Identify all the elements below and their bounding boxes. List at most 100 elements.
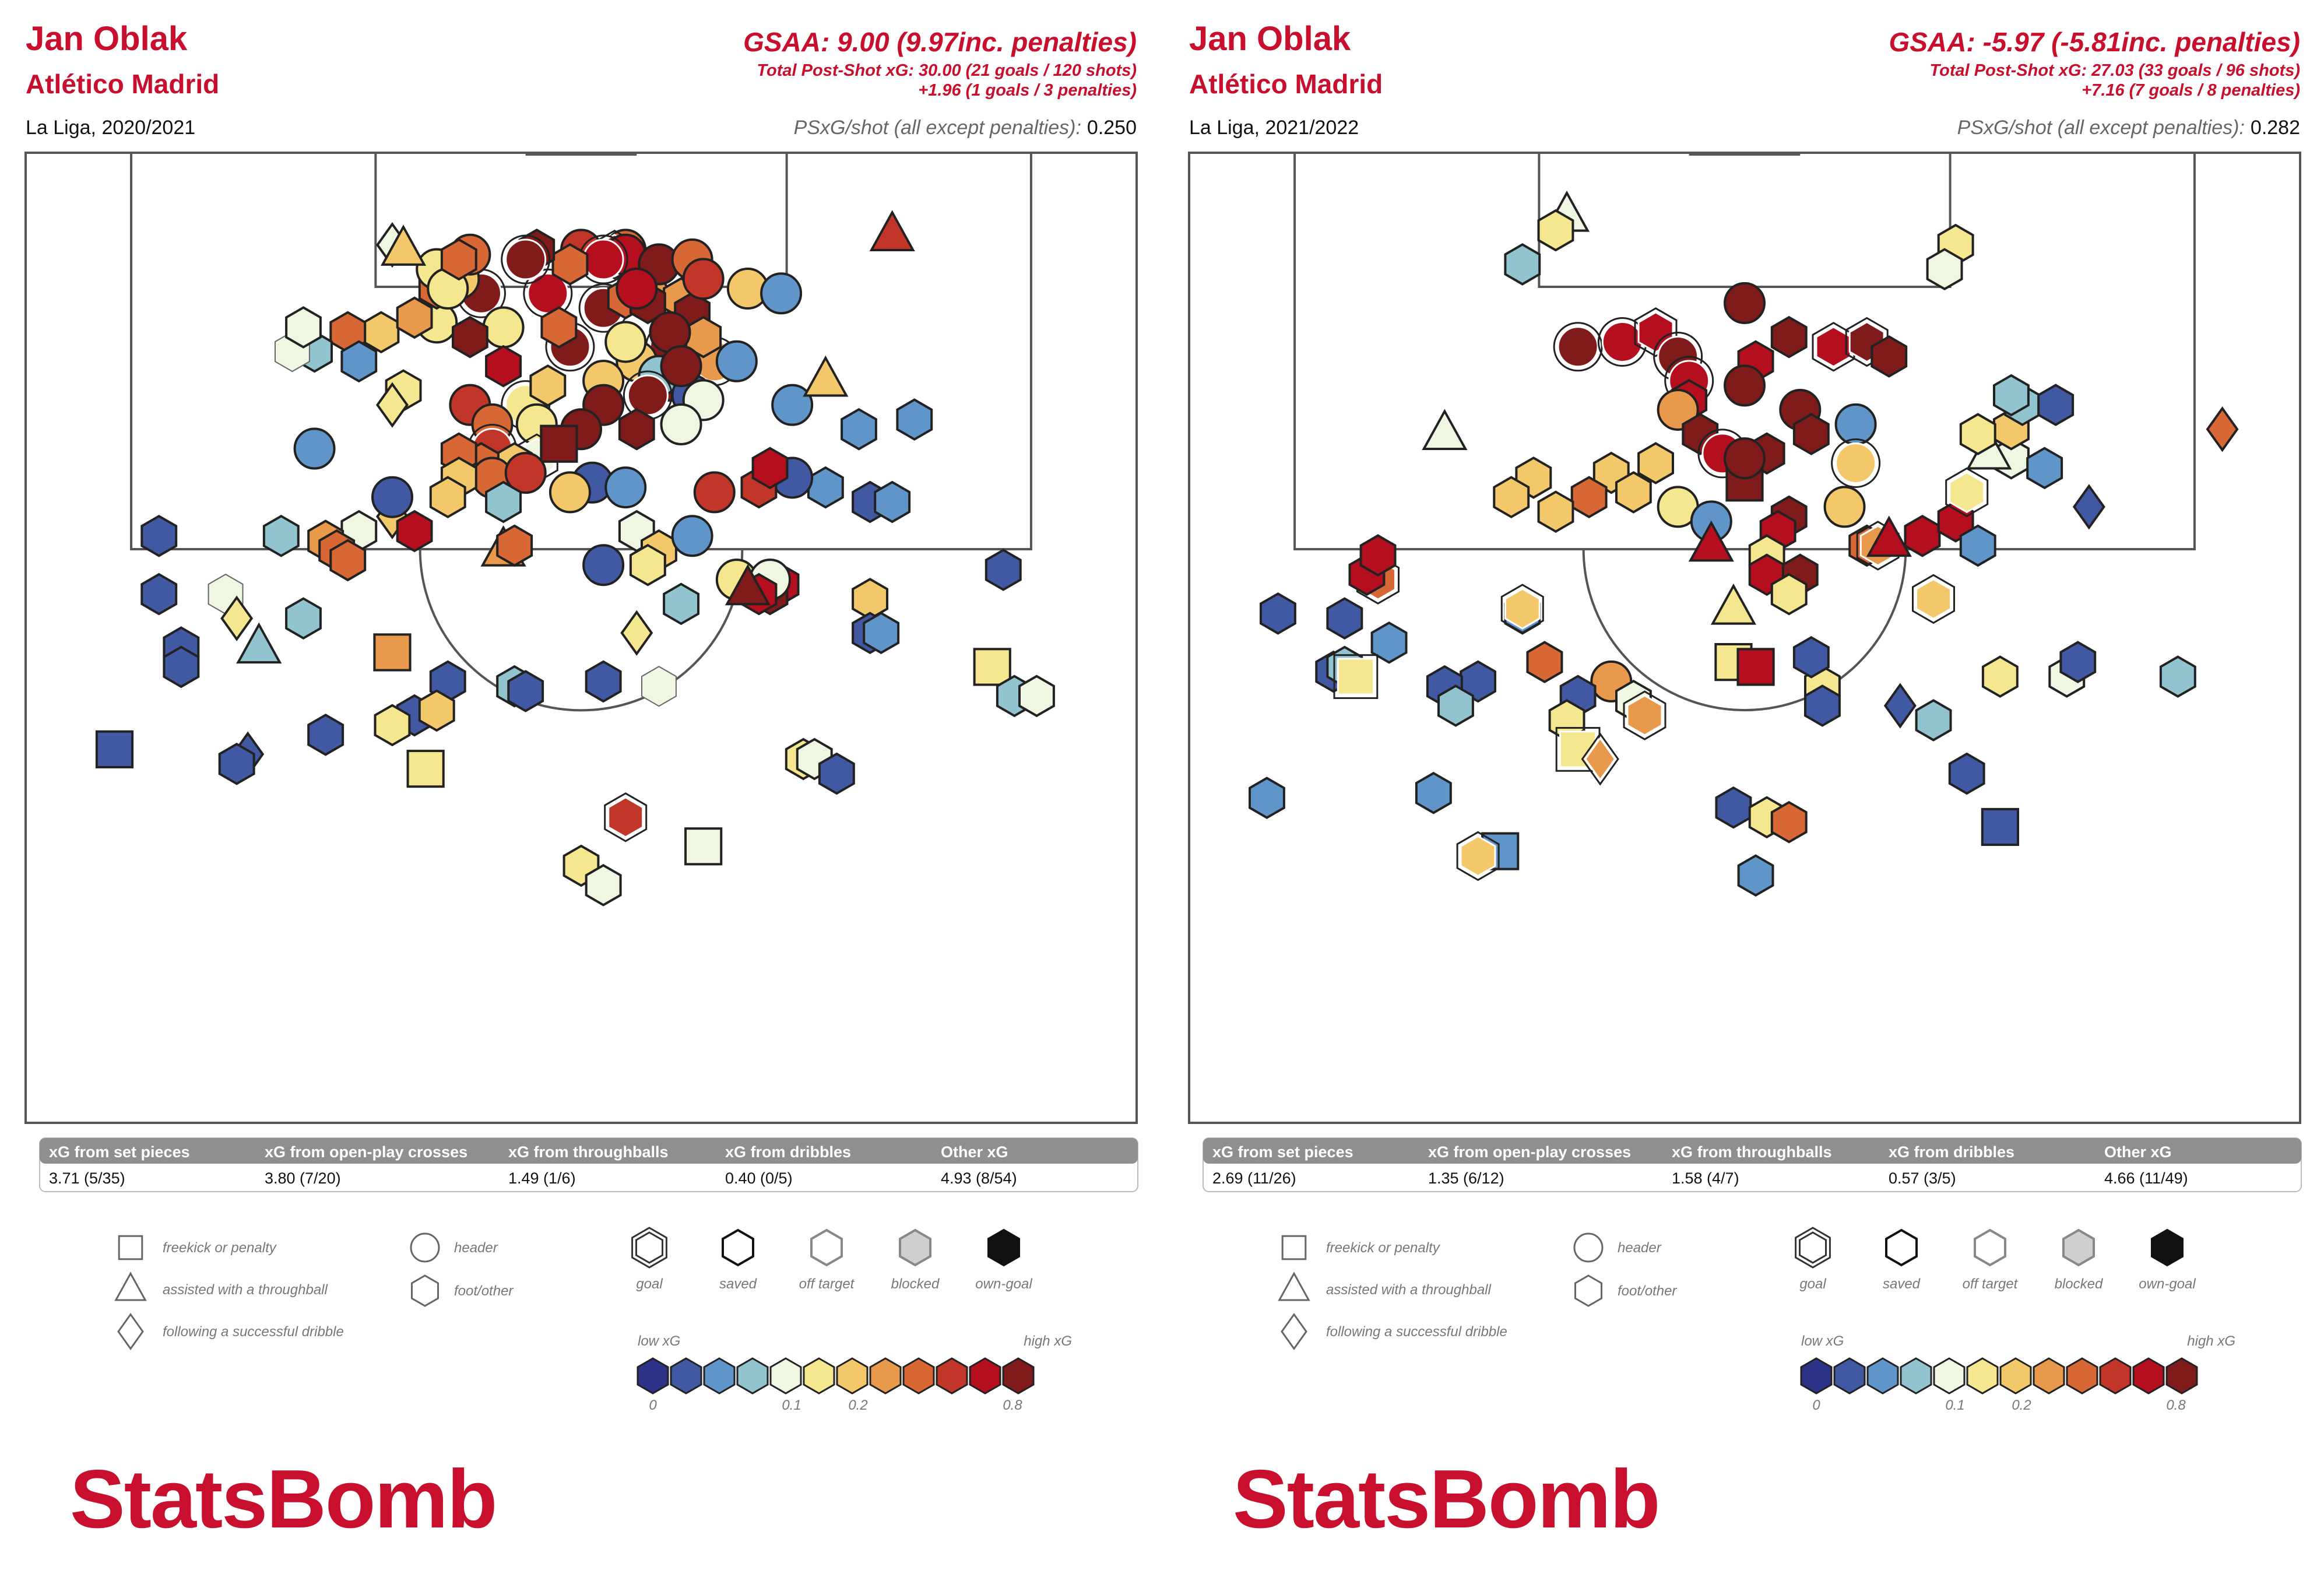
legend-goal-icon-inner: [1799, 1231, 1827, 1264]
shot-marker: [396, 510, 433, 553]
shot-shape: [1584, 736, 1616, 782]
shot-marker: [1657, 388, 1699, 431]
shot-shape: [540, 424, 578, 463]
color-scale-hexagon: [1966, 1357, 1999, 1395]
shot-shape: [363, 311, 400, 354]
legend-label-dribble: following a successful dribble: [163, 1324, 344, 1340]
legend-tick-0-2: 0.2: [848, 1397, 867, 1413]
color-scale-hexagon: [769, 1357, 802, 1395]
shot-shape: [1792, 635, 1830, 679]
shot-marker: [1249, 777, 1285, 819]
legend-saved-icon: [1885, 1228, 1918, 1267]
shot-shape: [418, 689, 455, 732]
shot-marker: [1736, 648, 1775, 686]
shot-marker: [1834, 403, 1877, 445]
shot-marker: [396, 296, 433, 339]
shot-shape: [1626, 694, 1663, 736]
table-value-cell: 1.35 (6/12): [1428, 1169, 1504, 1187]
penalty-psxg: +1.96 (1 goals / 3 penalties): [918, 81, 1137, 100]
shot-shape: [2072, 484, 2105, 530]
shot-goal-ring: [604, 792, 648, 842]
shot-shape: [582, 544, 625, 586]
shot-marker: [1981, 807, 2019, 847]
shot-shape: [869, 210, 915, 251]
psxg-per-shot: PSxG/shot (all except penalties): 0.250: [794, 117, 1137, 139]
shot-shape: [1018, 675, 1055, 718]
table-header-cell: xG from dribbles: [725, 1143, 851, 1161]
shot-shape: [396, 296, 433, 339]
shot-marker: [485, 480, 522, 524]
psxg-per-shot: PSxG/shot (all except penalties): 0.282: [1957, 117, 2300, 139]
shot-shape: [1601, 321, 1643, 363]
shot-shape: [1657, 388, 1699, 431]
shot-shape: [1981, 807, 2019, 847]
shot-marker: [660, 403, 702, 445]
shot-shape: [1688, 520, 1734, 562]
color-scale-hexagon: [2066, 1357, 2098, 1395]
table-header-cell: xG from throughballs: [1672, 1143, 1832, 1161]
shot-shape: [973, 648, 1011, 686]
shot-goal-ring: [1581, 732, 1619, 786]
shot-marker: [482, 306, 525, 349]
shot-shape: [307, 714, 344, 756]
shot-marker: [585, 863, 622, 907]
shot-shape: [340, 340, 378, 383]
gsaa-summary: GSAA: 9.00 (9.97inc. penalties): [743, 27, 1137, 57]
color-scale-hexagon: [1933, 1357, 1966, 1395]
shot-marker: [693, 471, 736, 514]
legend-label-freekick: freekick or penalty: [163, 1240, 277, 1256]
color-scale-hexagon: [703, 1357, 736, 1395]
shot-shape: [582, 238, 624, 280]
legend-label-outcome: saved: [1883, 1276, 1921, 1292]
legend-tick-0: 0: [649, 1397, 657, 1413]
psxg-per-shot-label: PSxG/shot (all except penalties):: [794, 117, 1081, 139]
shot-shape: [807, 466, 844, 509]
shot-marker: [1623, 690, 1666, 740]
shot-marker: [1926, 248, 1963, 291]
shot-goal-ring: [1623, 690, 1666, 740]
shot-shape: [684, 827, 723, 866]
legend: freekick or penalty assisted with a throu…: [1278, 1227, 2235, 1413]
legend-triangle-icon: [114, 1272, 147, 1301]
shot-marker: [2026, 447, 2063, 490]
shot-shape: [841, 408, 877, 451]
shot-shape: [604, 321, 647, 363]
shot-marker: [1981, 655, 2019, 698]
shot-shape: [140, 572, 178, 616]
shot-shape: [549, 471, 591, 514]
shot-shape: [585, 660, 622, 703]
shot-shape: [1460, 835, 1496, 877]
shot-marker: [1493, 476, 1530, 519]
shot-shape: [376, 382, 409, 428]
legend-tick-0-2: 0.2: [2012, 1397, 2031, 1413]
shot-shape: [660, 345, 702, 388]
table-header-cell: xG from open-play crosses: [1428, 1143, 1631, 1161]
shot-shape: [504, 452, 547, 494]
shot-shape: [529, 364, 567, 407]
shot-marker: [620, 610, 653, 656]
shot-marker: [380, 224, 427, 266]
shot-marker: [371, 476, 413, 518]
shot-marker: [262, 514, 300, 557]
shot-marker: [604, 321, 647, 363]
shot-shape: [551, 243, 589, 286]
shot-shape: [1504, 243, 1541, 286]
shot-goal-ring: [1456, 831, 1500, 881]
shot-shape: [1570, 476, 1608, 519]
shot-marker: [1615, 471, 1652, 514]
legend-label-outcome: goal: [1799, 1276, 1826, 1292]
shot-marker: [1915, 699, 1952, 742]
shot-goal-ring: [1553, 322, 1603, 372]
shot-shape: [285, 597, 322, 640]
legend-label-outcome: saved: [719, 1276, 757, 1292]
shot-shape: [2059, 641, 2097, 683]
shot-marker: [504, 452, 547, 494]
shot-shape: [818, 752, 855, 795]
shot-marker: [1437, 684, 1474, 727]
xg-breakdown-table: xG from set pieces xG from open-play cros…: [39, 1137, 1138, 1192]
color-scale-hexagon: [969, 1357, 1001, 1395]
shot-shape: [863, 612, 900, 655]
shot-marker: [582, 544, 625, 586]
color-scale-hexagon: [836, 1357, 869, 1395]
